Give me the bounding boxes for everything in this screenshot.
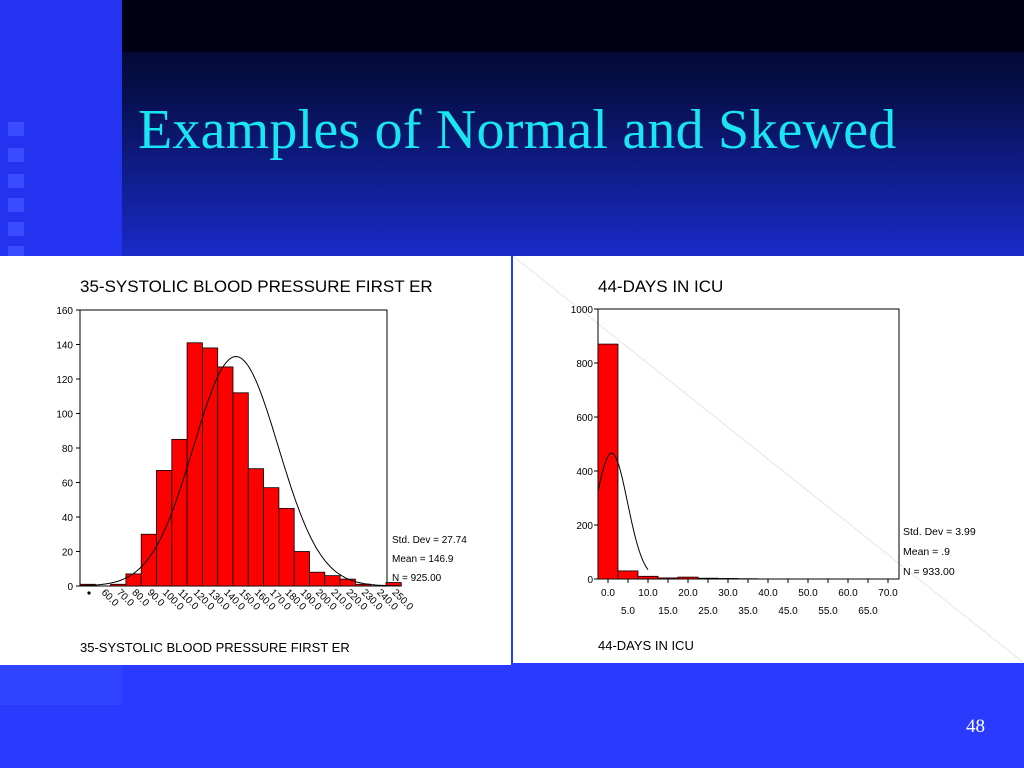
x-tick-label: 0.0	[601, 588, 615, 599]
bar	[171, 438, 188, 587]
x-tick-label: 70.0	[878, 588, 898, 599]
y-tick-label: 40	[62, 513, 74, 524]
tick-dot	[87, 591, 91, 595]
bar	[697, 577, 719, 580]
y-axis: 0 200 400 600 800 1000	[571, 305, 598, 586]
bar	[201, 347, 219, 587]
x-axis-label: 35-SYSTOLIC BLOOD PRESSURE FIRST ER	[80, 640, 350, 655]
y-tick-label: 200	[576, 521, 593, 532]
stat-line: Mean = 146.9	[392, 554, 454, 565]
y-tick-label: 80	[62, 444, 74, 455]
bar	[232, 392, 249, 587]
x-tick-label: 65.0	[858, 606, 878, 617]
y-tick-label: 20	[62, 548, 74, 559]
y-tick-label: 60	[62, 479, 74, 490]
bar	[125, 573, 142, 587]
bar	[717, 578, 739, 580]
histogram-icu-days: 44-DAYS IN ICU 0 200 400 600 800 1000 0.0 10.0…	[512, 255, 1024, 664]
x-tick-label: 25.0	[698, 606, 718, 617]
stat-line: Mean = .9	[903, 546, 950, 558]
y-tick-label: 600	[576, 413, 593, 424]
y-tick-label: 1000	[571, 305, 594, 316]
stats-box: Std. Dev = 3.99 Mean = .9 N = 933.00	[903, 526, 976, 578]
stat-line: Std. Dev = 27.74	[392, 535, 467, 546]
bar	[247, 468, 265, 587]
bar	[339, 578, 356, 587]
y-tick-label: 0	[587, 575, 593, 586]
bar	[309, 571, 326, 587]
decorative-diagonal	[512, 255, 1024, 664]
y-tick-label: 160	[56, 306, 73, 317]
stat-line: Std. Dev = 3.99	[903, 526, 976, 538]
y-tick-label: 0	[67, 582, 73, 593]
bar	[637, 575, 659, 580]
x-tick-label: 30.0	[718, 588, 738, 599]
x-tick-label: 35.0	[738, 606, 758, 617]
bar	[293, 551, 310, 587]
y-tick-label: 140	[56, 341, 73, 352]
bar	[156, 470, 173, 587]
x-tick-label: 45.0	[778, 606, 798, 617]
y-tick-label: 800	[576, 359, 593, 370]
y-tick-label: 100	[56, 410, 73, 421]
stat-line: N = 933.00	[903, 566, 955, 578]
bar	[677, 576, 699, 580]
bar	[617, 570, 639, 580]
y-tick-label: 120	[56, 375, 73, 386]
bar	[597, 343, 619, 580]
slide-title: Examples of Normal and Skewed	[138, 99, 897, 161]
chart-title: 35-SYSTOLIC BLOOD PRESSURE FIRST ER	[80, 277, 433, 296]
chart-panel-right: 44-DAYS IN ICU 0 200 400 600 800 1000 0.0 10.0…	[512, 255, 1024, 664]
x-tick-label: 5.0	[621, 606, 635, 617]
stat-line: N = 925.00	[392, 573, 442, 584]
chart-title: 44-DAYS IN ICU	[598, 277, 723, 296]
bar	[140, 533, 157, 587]
x-tick-label: 10.0	[638, 588, 658, 599]
x-axis-label: 44-DAYS IN ICU	[598, 638, 694, 653]
bars	[79, 342, 402, 587]
y-axis: 0 20 40 60 80 100 120 140 160	[56, 306, 80, 593]
x-axis-ticks: 60.070.080.090.0100.0110.0120.0130.0140.…	[87, 587, 415, 613]
bar	[278, 507, 295, 587]
slide-number: 48	[966, 716, 985, 737]
x-tick-label: 55.0	[818, 606, 838, 617]
bar	[657, 577, 679, 580]
bar	[110, 583, 127, 587]
bar	[324, 575, 341, 587]
y-tick-label: 400	[576, 467, 593, 478]
bar	[354, 583, 372, 587]
bar	[186, 342, 203, 587]
stats-box: Std. Dev = 27.74 Mean = 146.9 N = 925.00	[392, 535, 467, 584]
normal-curve	[80, 355, 402, 587]
bar	[217, 366, 234, 587]
x-tick-label: 15.0	[658, 606, 678, 617]
histogram-systolic: 35-SYSTOLIC BLOOD PRESSURE FIRST ER 0 20 4…	[56, 277, 467, 655]
normal-curve	[597, 452, 649, 570]
x-tick-label: 40.0	[758, 588, 778, 599]
bars	[597, 343, 759, 580]
decorative-squares	[8, 122, 24, 256]
bar	[263, 487, 280, 587]
x-tick-label: 20.0	[678, 588, 698, 599]
x-tick-label: 50.0	[798, 588, 818, 599]
chart-panel-left: 35-SYSTOLIC BLOOD PRESSURE FIRST ER 0 20 4…	[0, 256, 511, 665]
x-axis-ticks: 0.0 10.0 20.0 30.0 40.0 50.0 60.0 70.0 5.0 15.0 25…	[601, 579, 898, 617]
x-tick-label: 60.0	[838, 588, 858, 599]
